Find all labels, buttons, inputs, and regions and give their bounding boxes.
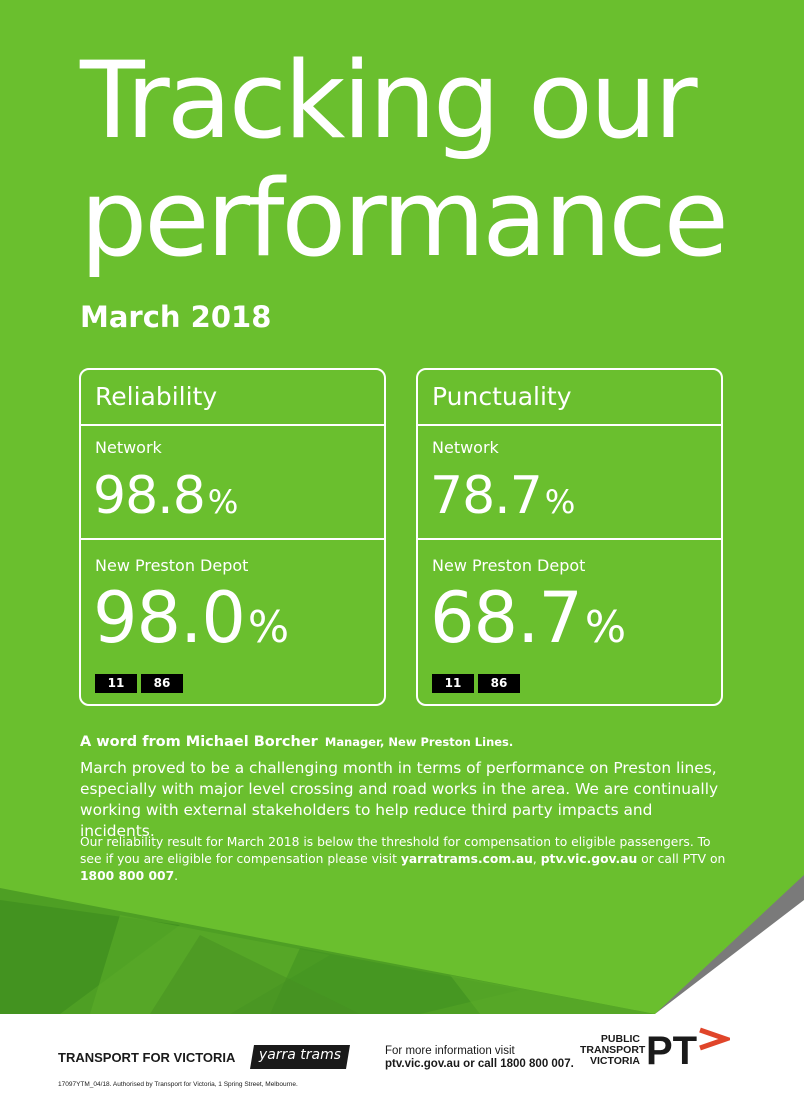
percent-sign: % [247,603,289,653]
title-line-2: performance [80,157,729,280]
ptv-wordmark: PUBLIC TRANSPORT VICTORIA [580,1033,646,1067]
compensation-end: . [174,869,179,883]
panel-divider [418,538,721,540]
yarratrams-link[interactable]: yarratrams.com.au [400,852,533,866]
route-badge: 86 [478,674,520,693]
more-info-line-1: For more information visit [385,1045,515,1057]
panel-divider [81,538,384,540]
report-month: March 2018 [80,300,272,334]
yarra-trams-logo: yarra trams [248,1043,352,1071]
compensation-text-1: Our reliability result for March 2018 is… [80,835,711,866]
ptv-word-3: VICTORIA [590,1055,640,1067]
reliability-network-number: 98.8 [93,466,206,526]
reliability-header: Reliability [81,370,384,426]
route-badge: 86 [141,674,183,693]
manager-intro-text: A word from Michael Borcher [80,734,318,750]
manager-role: Manager, New Preston Lines. [324,735,514,749]
reliability-route-badges: 11 86 [95,672,187,693]
percent-sign: % [584,603,626,653]
more-info-line-2: ptv.vic.gov.au or call 1800 800 007. [385,1058,574,1070]
more-info: For more information visit ptv.vic.gov.a… [385,1045,574,1071]
poster-title: Tracking our performance [80,39,729,280]
compensation-separator: , [532,852,541,866]
punctuality-depot-number: 68.7 [430,577,583,659]
punctuality-network-value: 78.7% [430,466,576,526]
route-badge: 11 [95,674,137,693]
manager-message: March proved to be a challenging month i… [80,759,719,840]
reliability-network-value: 98.8% [93,466,239,526]
punctuality-header: Punctuality [418,370,721,426]
reliability-depot-number: 98.0 [93,577,246,659]
ptv-mark-text: PT [646,1029,697,1073]
reliability-depot-label: New Preston Depot [95,556,249,575]
ptv-logo: PT [646,1027,730,1073]
punctuality-heading: Punctuality [432,382,572,411]
ptv-phone: 1800 800 007 [80,869,175,883]
yarra-trams-badge-icon [250,1045,350,1069]
reliability-depot-value: 98.0% [93,577,289,659]
ptv-word-2: TRANSPORT [580,1044,646,1056]
punctuality-route-badges: 11 86 [432,672,524,693]
reliability-heading: Reliability [95,382,218,411]
yarra-trams-logo-text: yarra trams [258,1047,342,1063]
title-line-1: Tracking our [80,39,698,162]
reliability-network-label: Network [95,438,162,457]
punctuality-network-label: Network [432,438,499,457]
manager-intro: A word from Michael Borcher Manager, New… [80,734,513,750]
ptv-link[interactable]: ptv.vic.gov.au [540,852,638,866]
punctuality-depot-value: 68.7% [430,577,626,659]
percent-sign: % [207,483,239,521]
punctuality-panel: Punctuality Network 78.7% New Preston De… [416,368,723,706]
route-badge: 11 [432,674,474,693]
ptv-arrow-icon [699,1027,730,1051]
compensation-text-2: or call PTV on [637,852,726,866]
reliability-panel: Reliability Network 98.8% New Preston De… [79,368,386,706]
punctuality-network-number: 78.7 [430,466,543,526]
ptv-word-1: PUBLIC [600,1033,640,1045]
percent-sign: % [544,483,576,521]
punctuality-depot-label: New Preston Depot [432,556,586,575]
transport-for-victoria-logo: TRANSPORT FOR VICTORIA [58,1050,236,1065]
compensation-note: Our reliability result for March 2018 is… [80,834,730,885]
authorisation-fineprint: 17097YTM_04/18. Authorised by Transport … [58,1081,298,1088]
